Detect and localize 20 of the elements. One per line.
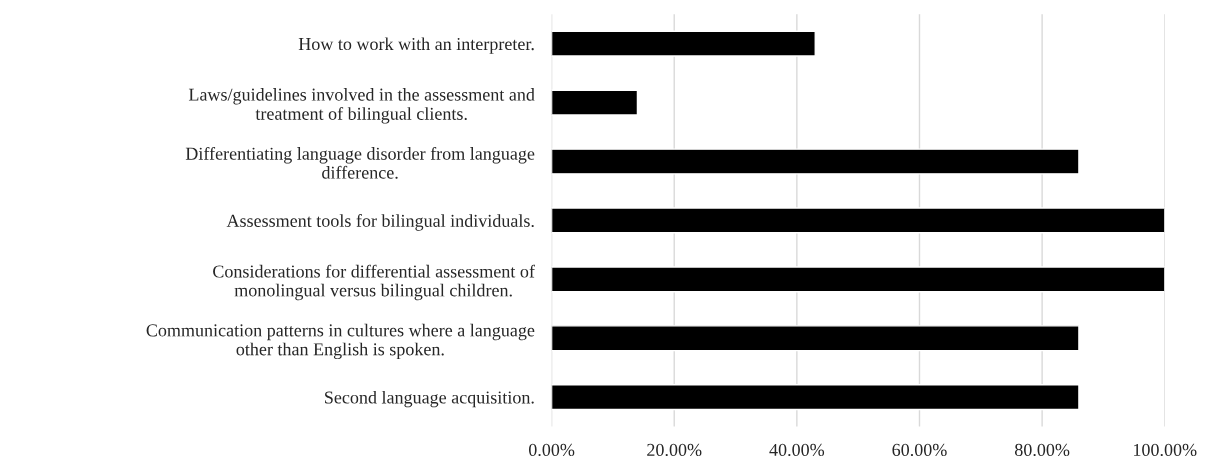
- bar: [551, 266, 1165, 293]
- bar: [551, 30, 816, 57]
- x-tick-label: 20.00%: [647, 443, 702, 457]
- x-tick-label: 80.00%: [1014, 443, 1070, 457]
- bar: [551, 325, 1080, 352]
- y-tick-label: Considerations for differential assessment of monolingual versus bilingual children.: [213, 264, 535, 301]
- y-tick-label: Laws/guidelines involved in the assessment and treatment of bilingual clients.: [188, 88, 535, 124]
- y-tick-label: How to work with an interpreter.: [298, 37, 534, 54]
- bar: [551, 207, 1165, 234]
- bar: [551, 89, 639, 116]
- bar: [551, 148, 1080, 175]
- x-tick-label: 60.00%: [892, 443, 947, 457]
- bar: [551, 384, 1080, 411]
- x-tick-label: 0.00%: [528, 443, 575, 457]
- y-tick-label: Communication patterns in cultures where a language other than English is spoken.: [146, 323, 535, 360]
- x-tick-label: 100.00%: [1134, 443, 1197, 457]
- x-tick-label: 40.00%: [769, 443, 825, 457]
- y-tick-label: Differentiating language disorder from language difference.: [185, 146, 535, 179]
- y-tick-label: Second language acquisition.: [325, 390, 534, 408]
- y-tick-label: Assessment tools for bilingual individuals.: [226, 214, 534, 231]
